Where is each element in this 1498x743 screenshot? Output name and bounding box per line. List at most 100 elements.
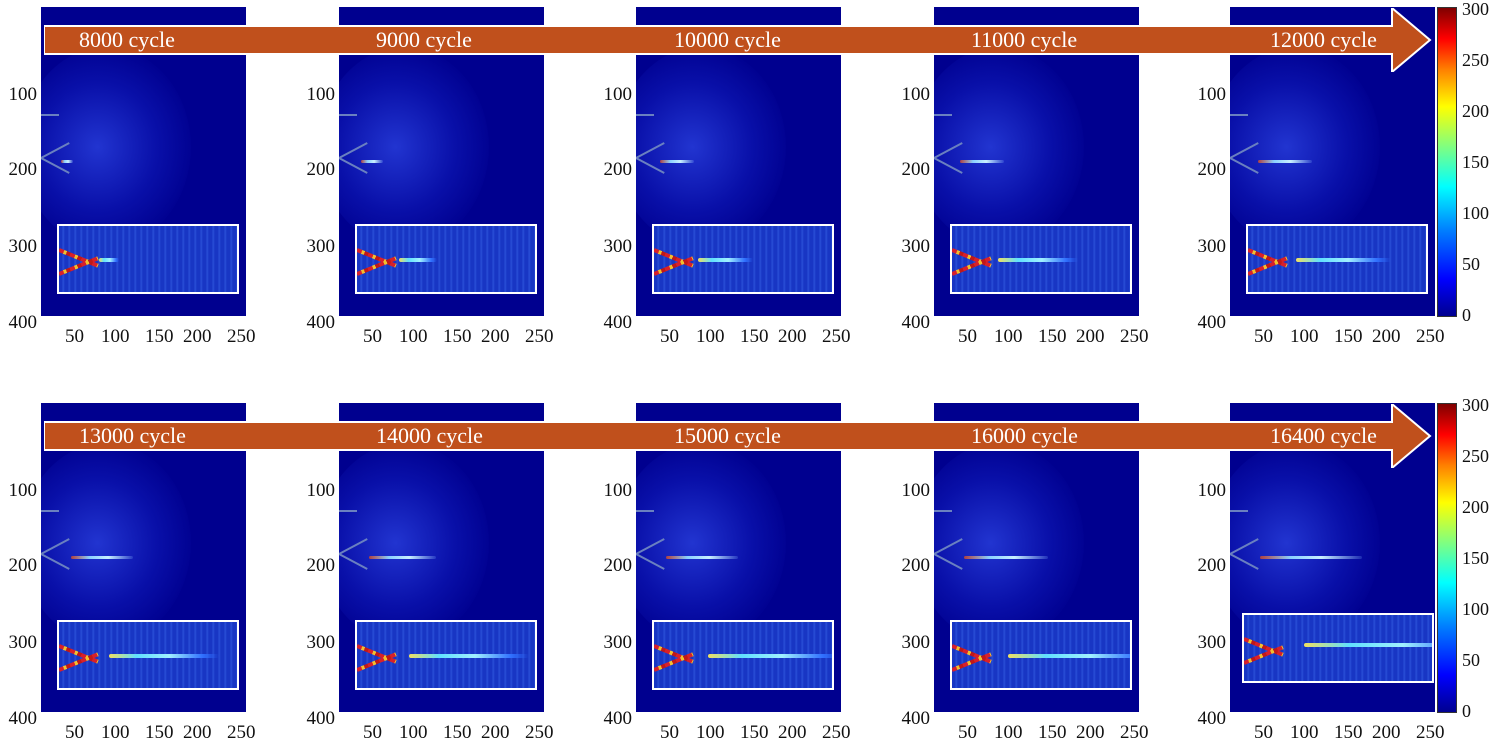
x-tick-label: 100 [399,722,428,743]
x-tick-label: 150 [145,722,174,743]
zoom-inset [57,224,239,294]
zoom-inset [1246,224,1428,294]
y-tick-label: 400 [1197,708,1227,729]
zoom-inset [950,620,1132,690]
notch-line [636,510,654,512]
colorbar-tick-label: 50 [1462,254,1480,274]
x-tick-label: 200 [778,722,807,743]
notch-line [636,114,654,116]
cycle-label: 10000 cycle [674,27,781,52]
x-tick-label: 200 [481,326,510,347]
x-tick-label: 250 [822,326,851,347]
image-panel [636,403,841,712]
y-tick-label: 300 [901,236,931,257]
zoom-inset [1242,613,1434,683]
cycle-label: 9000 cycle [376,27,472,52]
arrow-shape [44,8,1432,72]
y-tick-label: 300 [8,236,38,257]
y-tick-label: 300 [1197,236,1227,257]
notch-line [339,114,357,116]
x-tick-label: 100 [994,722,1023,743]
y-tick-label: 400 [306,312,336,333]
x-tick-label: 250 [227,326,256,347]
colorbar-tick-label: 150 [1462,152,1489,172]
x-tick-label: 150 [1038,722,1067,743]
y-tick-label: 300 [901,632,931,653]
colorbar [1437,403,1457,713]
x-tick-label: 200 [183,326,212,347]
cycle-label: 15000 cycle [674,423,781,448]
crack-trace [1260,556,1362,559]
y-tick-label: 200 [306,555,336,576]
y-tick-label: 200 [603,159,633,180]
y-tick-label: 100 [901,84,931,105]
x-tick-label: 50 [65,326,84,347]
notch-line [1230,114,1248,116]
y-tick-label: 200 [1197,159,1227,180]
colorbar-tick-label: 300 [1462,395,1489,415]
notch-line [41,114,59,116]
zoom-inset [57,620,239,690]
x-tick-label: 150 [145,326,174,347]
crack-trace [61,160,73,163]
notch-line [934,510,952,512]
x-tick-label: 200 [1372,722,1401,743]
crack-trace [369,556,436,559]
notch-line [339,510,357,512]
image-panel [934,403,1139,712]
colorbar-tick-label: 200 [1462,101,1489,121]
zoom-inset [950,224,1132,294]
cycle-label: 14000 cycle [376,423,483,448]
cycle-label: 12000 cycle [1270,27,1377,52]
x-tick-label: 100 [399,326,428,347]
image-panel [339,7,544,316]
colorbar-tick-label: 0 [1462,701,1471,721]
y-tick-label: 300 [1197,632,1227,653]
x-tick-label: 150 [740,722,769,743]
y-tick-label: 400 [603,312,633,333]
notch-line [41,510,59,512]
x-tick-label: 150 [740,326,769,347]
x-tick-label: 100 [101,722,130,743]
y-tick-label: 300 [8,632,38,653]
cycle-label: 11000 cycle [971,27,1078,52]
x-tick-label: 200 [1076,326,1105,347]
y-tick-label: 200 [901,555,931,576]
y-tick-label: 100 [603,84,633,105]
y-tick-label: 300 [603,632,633,653]
x-tick-label: 50 [660,326,679,347]
y-tick-label: 200 [1197,555,1227,576]
y-tick-label: 300 [603,236,633,257]
y-tick-label: 100 [8,84,38,105]
x-tick-label: 50 [363,722,382,743]
x-tick-label: 250 [525,722,554,743]
inset-crack-trace [708,654,832,658]
inset-crack-trace [1008,654,1130,658]
colorbar-tick-label: 200 [1462,497,1489,517]
x-tick-label: 250 [525,326,554,347]
image-panel [41,7,246,316]
x-tick-label: 100 [1290,722,1319,743]
y-tick-label: 100 [901,480,931,501]
zoom-inset [355,224,537,294]
x-tick-label: 150 [1334,326,1363,347]
crack-trace [666,556,738,559]
colorbar-tick-label: 100 [1462,599,1489,619]
x-tick-label: 50 [65,722,84,743]
x-tick-label: 50 [958,722,977,743]
y-tick-label: 300 [306,632,336,653]
x-tick-label: 250 [1120,326,1149,347]
x-tick-label: 200 [481,722,510,743]
speckle-field [339,47,489,247]
x-tick-label: 150 [443,326,472,347]
colorbar-tick-label: 250 [1462,50,1489,70]
crack-trace [1258,160,1312,163]
x-tick-label: 100 [696,722,725,743]
image-panel [636,7,841,316]
y-tick-label: 400 [1197,312,1227,333]
notch-line [1230,510,1248,512]
zoom-inset [652,620,834,690]
y-tick-label: 400 [603,708,633,729]
crack-trace [361,160,383,163]
speckle-field [1230,47,1380,247]
